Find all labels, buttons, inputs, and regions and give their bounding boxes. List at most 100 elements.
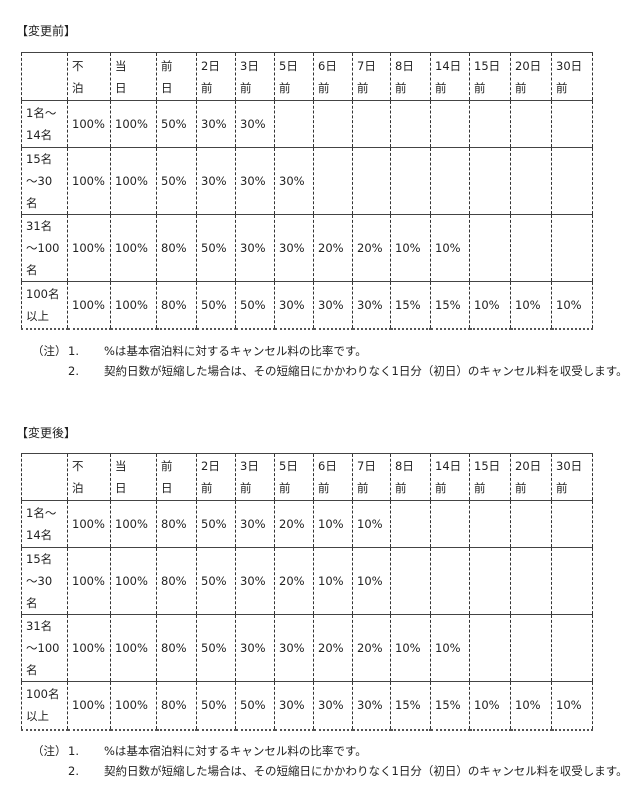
header-cell: 前 日 — [156, 52, 197, 101]
table-row: 1名～ 14名 100% 100% 80% 50% 30% 20% 10% 10% — [21, 500, 593, 548]
fee-cell: 100% — [67, 500, 111, 548]
cell-text: 30% — [240, 574, 266, 588]
fee-cell: 100% — [67, 281, 111, 330]
cell-text: 100% — [72, 117, 105, 131]
group-size-cell: 100名 以上 — [21, 681, 68, 731]
fee-cell: 100% — [110, 281, 157, 330]
fee-cell: 30% — [313, 281, 353, 330]
fee-cell — [274, 100, 314, 148]
fee-cell — [469, 214, 511, 282]
cell-text: 前 日 — [161, 459, 173, 495]
fee-cell: 30% — [235, 214, 275, 282]
fee-cell: 50% — [156, 100, 197, 148]
header-cell: 30日 前 — [551, 52, 593, 101]
cell-text: 20% — [279, 517, 305, 531]
cell-text: 80% — [161, 641, 187, 655]
cell-text: 10% — [474, 297, 500, 312]
header-cell — [21, 52, 68, 101]
fee-cell — [510, 100, 552, 148]
cell-text: 3日 前 — [240, 459, 259, 495]
table-row: 100名 以上 100% 100% 80% 50% 50% 30% 30% 30% 15% 15% 1… — [21, 281, 593, 330]
cell-text: 1名～ 14名 — [26, 506, 57, 542]
cell-text: 30% — [240, 174, 266, 188]
cell-text: 50% — [201, 297, 227, 312]
cell-text: 100% — [115, 698, 148, 713]
cell-text: 前 日 — [161, 58, 173, 95]
cell-text: 20% — [318, 241, 344, 255]
fee-cell: 20% — [352, 614, 391, 682]
cell-text: 100% — [115, 241, 148, 255]
fee-cell: 15% — [390, 281, 431, 330]
cell-text: 100% — [115, 297, 148, 312]
cell-text: 1名～ 14名 — [26, 106, 57, 142]
fee-cell: 30% — [196, 147, 236, 215]
fee-cell: 10% — [551, 281, 593, 330]
fee-cell: 10% — [430, 614, 470, 682]
note-label — [32, 361, 68, 381]
cell-text: 10% — [435, 641, 461, 655]
fee-cell — [510, 147, 552, 215]
cell-text: 当 日 — [115, 459, 127, 495]
cell-text: 15名 ～30 名 — [26, 552, 53, 610]
cell-text: 30% — [279, 174, 305, 188]
note-item: （注） 1. %は基本宿泊料に対するキャンセル料の比率です。 — [32, 341, 628, 361]
cell-text: 50% — [201, 241, 227, 255]
fee-cell: 15% — [430, 281, 470, 330]
group-size-cell: 1名～ 14名 — [21, 500, 68, 548]
table-row: 15名 ～30 名 100% 100% 50% 30% 30% 30% — [21, 147, 593, 215]
fee-cell: 30% — [274, 614, 314, 682]
cell-text: 2日 前 — [201, 459, 220, 495]
cell-text: 10% — [556, 698, 582, 713]
note-label — [32, 761, 68, 781]
fee-cell — [469, 500, 511, 548]
fee-cell: 10% — [352, 547, 391, 615]
header-cell: 14日 前 — [430, 453, 470, 501]
cancellation-fee-table-after: 不 泊 当 日 前 日 2日 前 3日 前 5日 前 6日 前 7日 前 8日 前 14日 前 15… — [21, 453, 593, 731]
cell-text: 6日 前 — [318, 459, 337, 495]
fee-cell: 10% — [313, 547, 353, 615]
group-size-cell: 1名～ 14名 — [21, 100, 68, 148]
cell-text: 30日 前 — [556, 459, 583, 495]
group-size-cell: 31名 ～100 名 — [21, 614, 68, 682]
cell-text: 100% — [115, 117, 148, 131]
cell-text: 30% — [201, 117, 227, 131]
note-label: （注） — [32, 344, 67, 358]
fee-cell: 50% — [235, 681, 275, 731]
cell-text: 20日 前 — [515, 58, 542, 95]
note-item: 2. 契約日数が短縮した場合は、その短縮日にかかわりなく1日分（初日）のキャンセル… — [32, 361, 628, 381]
fee-cell: 80% — [156, 500, 197, 548]
fee-cell — [430, 547, 470, 615]
cell-text: 7日 前 — [357, 58, 376, 95]
cell-text: 15日 前 — [474, 459, 501, 495]
cell-text: 5日 前 — [279, 459, 298, 495]
cell-text: 80% — [161, 698, 187, 713]
cell-text: 2日 前 — [201, 58, 220, 95]
fee-cell — [390, 100, 431, 148]
cell-text: 80% — [161, 574, 187, 588]
cell-text: 15名 ～30 名 — [26, 152, 53, 210]
table-row: 31名 ～100 名 100% 100% 80% 50% 30% 30% 20% 20% 10% 1… — [21, 614, 593, 682]
note-number: 2. — [68, 764, 79, 778]
cell-text: 不 泊 — [72, 459, 84, 495]
group-size-cell: 100名 以上 — [21, 281, 68, 330]
table-row: 100名 以上 100% 100% 80% 50% 50% 30% 30% 30% 15% 15% 1… — [21, 681, 593, 731]
fee-cell — [469, 100, 511, 148]
cell-text: 8日 前 — [395, 459, 414, 495]
fee-cell — [390, 147, 431, 215]
cell-text: 100% — [72, 241, 105, 255]
cell-text: 8日 前 — [395, 58, 414, 95]
header-cell: 20日 前 — [510, 453, 552, 501]
fee-cell: 10% — [469, 281, 511, 330]
cell-text: 80% — [161, 297, 187, 312]
cell-text: 15% — [435, 297, 461, 312]
header-cell: 5日 前 — [274, 52, 314, 101]
fee-cell: 20% — [352, 214, 391, 282]
cell-text: 20% — [357, 241, 383, 255]
fee-cell: 50% — [196, 614, 236, 682]
cell-text: 100名 以上 — [26, 286, 60, 323]
fee-cell: 30% — [235, 500, 275, 548]
cell-text: 31名 ～100 名 — [26, 619, 60, 677]
fee-cell: 100% — [110, 500, 157, 548]
header-cell: 3日 前 — [235, 52, 275, 101]
cell-text: 50% — [240, 698, 266, 713]
